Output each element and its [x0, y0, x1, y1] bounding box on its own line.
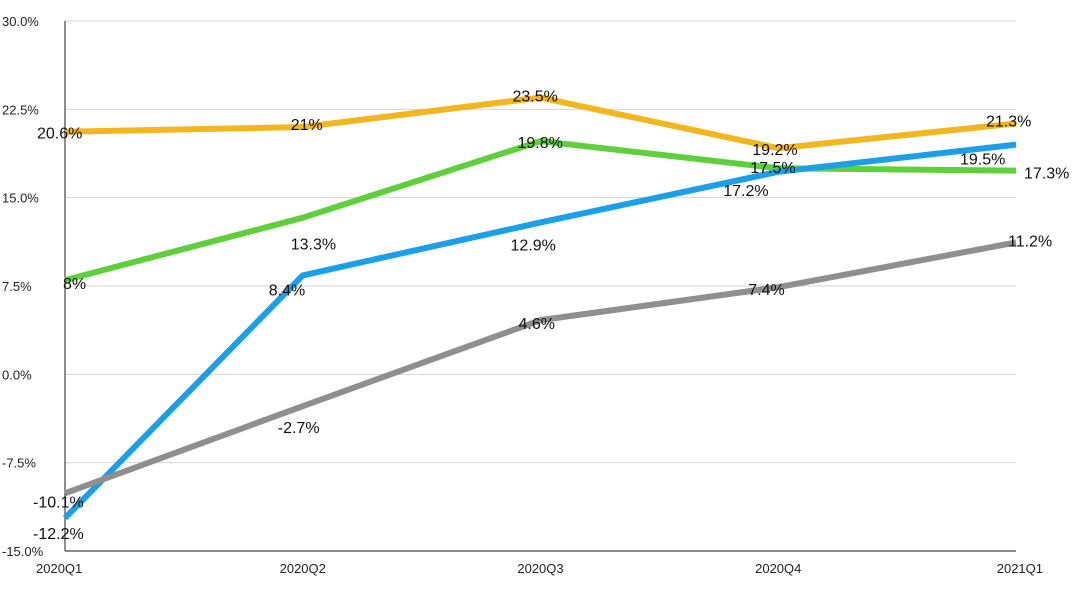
y-tick-label: -7.5% — [2, 456, 36, 471]
y-tick-label: 7.5% — [2, 279, 32, 294]
x-tick-label: 2020Q3 — [517, 561, 563, 576]
series-line-3 — [62, 141, 1017, 521]
grid-lines — [65, 20, 1016, 464]
series-line-4 — [63, 239, 1017, 497]
series-line-2 — [64, 138, 1017, 284]
series-lines — [62, 94, 1017, 521]
data-label: 13.3% — [291, 237, 336, 254]
x-tick-label: 2020Q1 — [36, 561, 82, 576]
data-label: 17.2% — [723, 183, 768, 200]
y-tick-label: 30.0% — [2, 14, 39, 29]
y-tick-label: 15.0% — [2, 191, 39, 206]
data-label: 21% — [291, 117, 323, 134]
data-label: 4.6% — [519, 316, 555, 333]
data-label: 11.2% — [1008, 233, 1052, 250]
data-label: 8.4% — [269, 282, 305, 299]
data-label: 7.4% — [748, 282, 784, 299]
y-tick-label: 0.0% — [2, 367, 32, 382]
data-label: 12.9% — [511, 237, 556, 254]
y-tick-label: -15.0% — [2, 544, 44, 559]
x-tick-label: 2020Q4 — [755, 561, 801, 576]
data-label: 19.8% — [518, 135, 563, 152]
series-line-1 — [64, 94, 1017, 152]
x-tick-label: 2021Q1 — [997, 561, 1043, 576]
data-label: 23.5% — [513, 89, 558, 106]
x-tick-label: 2020Q2 — [280, 561, 326, 576]
data-label: -12.2% — [33, 526, 84, 543]
data-label: 8% — [63, 276, 86, 293]
data-label: 17.3% — [1024, 166, 1069, 183]
y-tick-labels: -15.0% -7.5% 0.0% 7.5% 15.0% 22.5% 30.0% — [2, 14, 44, 559]
data-label: 20.6% — [37, 126, 82, 143]
data-label: -10.1% — [33, 494, 84, 511]
data-label: 19.2% — [752, 142, 797, 159]
data-labels: 20.6% 21% 23.5% 19.2% 21.3% 8% 13.3% 19.8% 17.5%… — [33, 89, 1069, 543]
data-label: 19.5% — [960, 152, 1005, 169]
axes — [64, 21, 1016, 552]
data-label: 17.5% — [750, 160, 795, 177]
data-label: -2.7% — [278, 420, 320, 437]
y-tick-label: 22.5% — [2, 102, 39, 117]
data-label: 21.3% — [986, 113, 1031, 130]
x-tick-labels: 2020Q1 2020Q2 2020Q3 2020Q4 2021Q1 — [36, 561, 1043, 576]
